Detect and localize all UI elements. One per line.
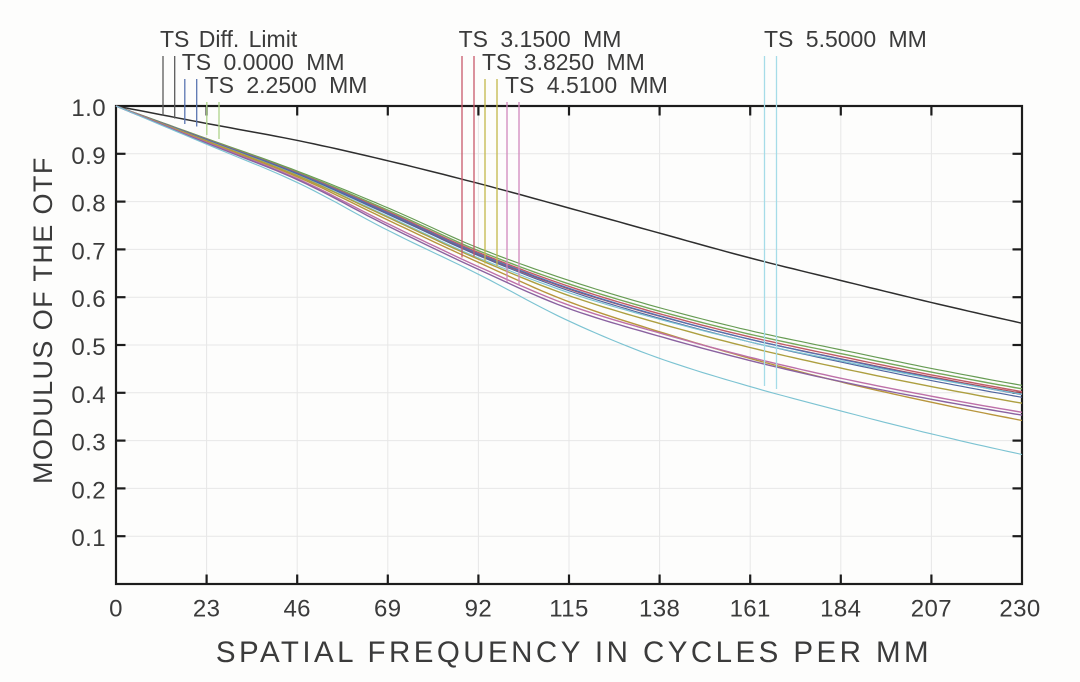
svg-text:TS 4.5100 MM: TS 4.5100 MM xyxy=(505,72,668,98)
svg-text:TS Diff. Limit: TS Diff. Limit xyxy=(160,26,298,52)
svg-text:TS 5.5000 MM: TS 5.5000 MM xyxy=(764,26,927,52)
svg-text:SPATIAL FREQUENCY IN CYCLES PE: SPATIAL FREQUENCY IN CYCLES PER MM xyxy=(216,636,932,669)
svg-text:TS 0.0000 MM: TS 0.0000 MM xyxy=(182,49,345,75)
svg-text:0.6: 0.6 xyxy=(71,286,106,313)
svg-text:TS 3.8250 MM: TS 3.8250 MM xyxy=(482,49,645,75)
svg-text:0.2: 0.2 xyxy=(71,477,106,504)
svg-text:TS 2.2500 MM: TS 2.2500 MM xyxy=(205,72,368,98)
svg-text:0.7: 0.7 xyxy=(71,238,106,265)
svg-text:1.0: 1.0 xyxy=(71,95,106,122)
svg-text:TS 3.1500 MM: TS 3.1500 MM xyxy=(459,26,622,52)
svg-text:161: 161 xyxy=(730,596,771,623)
svg-text:115: 115 xyxy=(549,596,588,623)
svg-text:0: 0 xyxy=(109,596,123,623)
svg-text:MODULUS OF THE OTF: MODULUS OF THE OTF xyxy=(28,156,58,484)
svg-text:207: 207 xyxy=(911,596,952,623)
svg-text:0.3: 0.3 xyxy=(71,430,106,457)
svg-text:0.9: 0.9 xyxy=(71,143,106,170)
svg-text:0.8: 0.8 xyxy=(71,191,106,218)
svg-text:46: 46 xyxy=(283,596,311,623)
svg-text:0.4: 0.4 xyxy=(71,382,106,409)
svg-text:138: 138 xyxy=(639,596,680,623)
svg-text:0.1: 0.1 xyxy=(71,525,106,552)
svg-text:92: 92 xyxy=(465,596,493,623)
svg-text:230: 230 xyxy=(999,596,1040,623)
svg-text:0.5: 0.5 xyxy=(71,334,106,361)
svg-text:184: 184 xyxy=(820,596,861,623)
svg-text:23: 23 xyxy=(193,596,221,623)
svg-text:69: 69 xyxy=(374,596,402,623)
